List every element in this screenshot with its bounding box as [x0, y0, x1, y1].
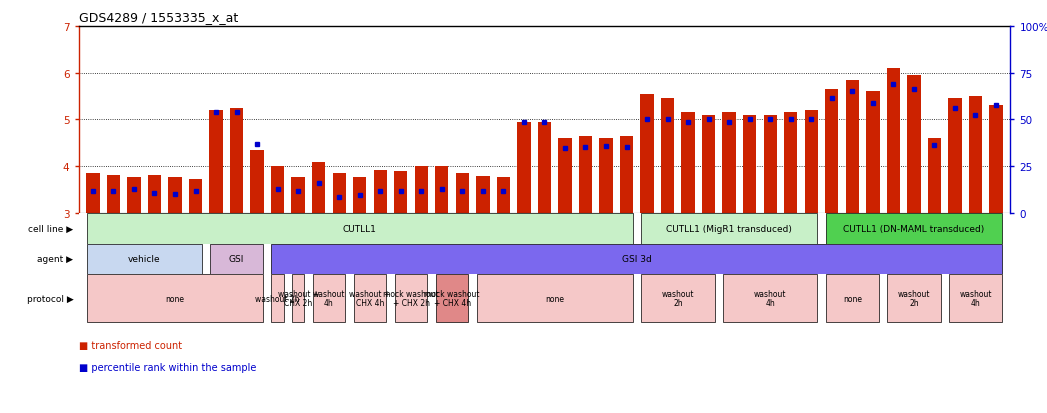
Bar: [784, 113, 798, 214]
Bar: [436, 167, 448, 214]
Bar: [826, 275, 879, 322]
Bar: [661, 99, 674, 214]
Bar: [517, 123, 531, 214]
Bar: [250, 150, 264, 214]
Bar: [620, 137, 633, 214]
Text: mock washout
+ CHX 2h: mock washout + CHX 2h: [383, 289, 439, 308]
Bar: [866, 92, 879, 214]
Bar: [641, 95, 653, 214]
Bar: [641, 275, 715, 322]
Bar: [354, 275, 386, 322]
Text: washout +
CHX 2h: washout + CHX 2h: [277, 289, 318, 308]
Bar: [128, 178, 140, 214]
Text: washout
2h: washout 2h: [662, 289, 694, 308]
Text: none: none: [165, 294, 184, 303]
Bar: [722, 113, 736, 214]
Bar: [723, 275, 818, 322]
Text: agent ▶: agent ▶: [38, 255, 73, 264]
Text: washout
4h: washout 4h: [313, 289, 346, 308]
Bar: [846, 81, 859, 214]
Bar: [271, 275, 284, 322]
Bar: [887, 69, 900, 214]
Bar: [333, 174, 346, 214]
Bar: [743, 116, 756, 214]
Bar: [989, 106, 1003, 214]
Bar: [826, 214, 1002, 244]
Bar: [455, 174, 469, 214]
Bar: [476, 275, 632, 322]
Bar: [804, 111, 818, 214]
Text: GSI 3d: GSI 3d: [622, 255, 651, 264]
Bar: [87, 214, 632, 244]
Bar: [825, 90, 839, 214]
Bar: [87, 275, 263, 322]
Bar: [148, 176, 161, 214]
Text: washout
4h: washout 4h: [754, 289, 786, 308]
Text: ■ percentile rank within the sample: ■ percentile rank within the sample: [79, 363, 255, 373]
Text: GDS4289 / 1553335_x_at: GDS4289 / 1553335_x_at: [79, 11, 238, 24]
Bar: [188, 180, 202, 214]
Bar: [374, 170, 387, 214]
Bar: [415, 167, 428, 214]
Bar: [949, 99, 961, 214]
Bar: [682, 113, 695, 214]
Bar: [271, 167, 285, 214]
Bar: [353, 177, 366, 214]
Bar: [395, 275, 427, 322]
Bar: [763, 116, 777, 214]
Bar: [496, 177, 510, 214]
Text: CUTLL1 (MigR1 transduced): CUTLL1 (MigR1 transduced): [666, 224, 793, 233]
Bar: [538, 123, 551, 214]
Text: washout
4h: washout 4h: [959, 289, 992, 308]
Bar: [291, 177, 305, 214]
Text: CUTLL1 (DN-MAML transduced): CUTLL1 (DN-MAML transduced): [843, 224, 984, 233]
Text: vehicle: vehicle: [128, 255, 160, 264]
Bar: [907, 76, 920, 214]
Text: none: none: [843, 294, 862, 303]
Bar: [579, 137, 593, 214]
Bar: [169, 177, 182, 214]
Text: none: none: [545, 294, 564, 303]
Bar: [87, 244, 202, 275]
Bar: [887, 275, 940, 322]
Text: GSI: GSI: [229, 255, 244, 264]
Text: CUTLL1: CUTLL1: [342, 224, 377, 233]
Bar: [436, 275, 468, 322]
Bar: [949, 275, 1002, 322]
Bar: [641, 214, 818, 244]
Bar: [394, 171, 407, 214]
Text: cell line ▶: cell line ▶: [28, 224, 73, 233]
Bar: [599, 139, 612, 214]
Bar: [558, 139, 572, 214]
Bar: [107, 175, 120, 214]
Bar: [312, 162, 326, 214]
Bar: [312, 275, 346, 322]
Text: washout 2h: washout 2h: [255, 294, 299, 303]
Bar: [209, 244, 263, 275]
Text: mock washout
+ CHX 4h: mock washout + CHX 4h: [424, 289, 480, 308]
Bar: [476, 176, 490, 214]
Bar: [701, 116, 715, 214]
Bar: [928, 139, 941, 214]
Text: ■ transformed count: ■ transformed count: [79, 340, 181, 350]
Bar: [271, 244, 1002, 275]
Bar: [209, 111, 223, 214]
Bar: [968, 97, 982, 214]
Text: protocol ▶: protocol ▶: [26, 294, 73, 303]
Bar: [292, 275, 305, 322]
Bar: [230, 109, 243, 214]
Text: washout
2h: washout 2h: [897, 289, 930, 308]
Text: washout +
CHX 4h: washout + CHX 4h: [350, 289, 391, 308]
Bar: [86, 174, 99, 214]
